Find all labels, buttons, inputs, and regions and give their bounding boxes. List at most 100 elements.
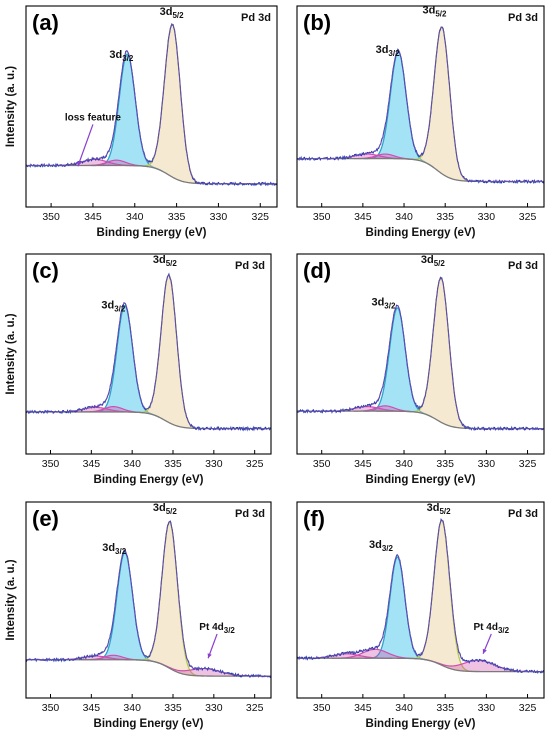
peak-label-3d52-base: 3d	[421, 254, 434, 266]
x-axis-title: Binding Energy (eV)	[366, 718, 476, 730]
x-tick-label: 325	[519, 211, 537, 223]
panel-a: 350 345 340 335 330 325 Binding Energy (eV) Int…	[5, 5, 278, 239]
peak-3d52-fill	[406, 27, 477, 182]
peak-label-3d52-base: 3d	[160, 6, 173, 18]
axes-frame	[25, 5, 278, 208]
background-line	[26, 411, 271, 430]
peak-3d32-fill	[89, 552, 160, 664]
x-tick-label: 325	[246, 458, 264, 470]
x-tick-label: 350	[42, 211, 60, 223]
x-tick-label: 335	[436, 702, 454, 714]
peak-3d32-fill	[362, 307, 433, 418]
peak-3d32-component	[362, 307, 433, 418]
x-tick-label: 340	[395, 211, 413, 223]
peak-label-3d52-subscript: 5/2	[435, 9, 447, 18]
peak-label-3d32-subscript: 3/2	[122, 54, 134, 63]
x-tick-label: 335	[436, 458, 454, 470]
x-tick-label: 325	[519, 702, 537, 714]
panel-label: (f)	[303, 506, 325, 531]
satellite-fill	[420, 659, 536, 672]
peak-label-3d52-subscript: 5/2	[166, 259, 178, 268]
x-tick-label: 335	[168, 211, 186, 223]
x-tick-label: 330	[210, 211, 228, 223]
peak-label-3d32: 3d3/2	[369, 539, 394, 553]
plot-area	[26, 520, 271, 679]
x-axis-title: Binding Energy (eV)	[97, 227, 207, 239]
x-tick-label: 325	[252, 211, 270, 223]
peak-3d32-component	[91, 53, 163, 172]
fit-envelope	[297, 519, 544, 673]
axes-frame	[296, 501, 545, 699]
axes-frame	[25, 253, 272, 455]
peak-label-3d32: 3d3/2	[376, 44, 401, 58]
x-tick-label: 345	[354, 458, 372, 470]
peak-label-3d32: 3d3/2	[101, 300, 126, 314]
x-tick-label: 330	[205, 458, 223, 470]
plot-area	[297, 518, 544, 674]
annotation-arrowhead	[207, 653, 212, 659]
region-title: Pd 3d	[508, 12, 538, 24]
peak-label-3d32-base: 3d	[101, 300, 114, 312]
x-tick-label: 330	[478, 458, 496, 470]
peak-label-3d32-base: 3d	[109, 49, 122, 61]
peak-label-3d52: 3d5/2	[160, 6, 185, 20]
fit-envelope	[297, 26, 544, 182]
peak-label-3d32-subscript: 3/2	[382, 544, 394, 553]
peak-label-3d32-base: 3d	[376, 44, 389, 56]
peak-label-3d52-subscript: 5/2	[172, 11, 184, 20]
peak-label-3d52-subscript: 5/2	[439, 507, 451, 516]
peak-label-3d52-base: 3d	[427, 502, 440, 514]
x-tick-label: 345	[83, 702, 101, 714]
fit-envelope	[26, 23, 277, 185]
x-tick-label: 350	[42, 458, 60, 470]
peak-3d32-fill	[89, 305, 160, 418]
peak-3d32-component	[89, 551, 160, 664]
plot-area	[297, 26, 544, 185]
panel-label: (c)	[32, 258, 59, 283]
raw-spectrum	[26, 272, 271, 432]
x-axis-title: Binding Energy (eV)	[366, 474, 476, 486]
x-tick-label: 340	[123, 702, 141, 714]
peak-3d52-fill	[406, 520, 477, 672]
annotation-label: loss feature	[65, 112, 122, 123]
x-tick-label: 345	[354, 211, 372, 223]
peak-label-3d32-subscript: 3/2	[115, 547, 127, 556]
peak-label-3d32-subscript: 3/2	[388, 49, 400, 58]
region-title: Pd 3d	[241, 12, 271, 24]
x-tick-label: 350	[313, 458, 331, 470]
x-tick-label: 325	[519, 458, 537, 470]
annotation-label-subscript: 3/2	[224, 626, 236, 635]
x-tick-label: 330	[478, 702, 496, 714]
peak-3d52-component	[134, 521, 205, 677]
axes-frame	[296, 253, 545, 455]
peak-3d52-fill	[134, 522, 205, 676]
peak-label-3d32-base: 3d	[371, 297, 384, 309]
x-tick-label: 325	[246, 702, 264, 714]
x-tick-label: 340	[123, 458, 141, 470]
peak-3d52-fill	[134, 275, 204, 429]
x-tick-label: 350	[42, 702, 60, 714]
x-tick-label: 345	[354, 702, 372, 714]
x-axis-title: Binding Energy (eV)	[94, 718, 204, 730]
peak-label-3d32-subscript: 3/2	[384, 302, 396, 311]
annotation-label-base: loss feature	[65, 112, 122, 123]
background-line	[297, 410, 544, 430]
peak-label-3d32-subscript: 3/2	[114, 305, 126, 314]
peak-3d32-component	[364, 556, 431, 662]
peak-3d52-fill	[136, 24, 208, 184]
peak-label-3d52-subscript: 5/2	[434, 259, 446, 268]
panel-e: 350 345 340 335 330 325 Binding Energy (eV) Int…	[5, 501, 272, 730]
axes-frame	[25, 501, 272, 699]
panel-label: (e)	[32, 506, 59, 531]
x-tick-label: 335	[164, 702, 182, 714]
background-line	[26, 164, 277, 185]
background-line	[297, 657, 544, 673]
annotation-label: Pt 4d3/2	[474, 622, 510, 635]
panel-b: 350 345 340 335 330 325 Binding Energy (eV) (b)…	[296, 4, 545, 239]
background-line	[26, 659, 271, 677]
y-axis-title: Intensity (a. u.)	[5, 559, 17, 640]
peak-label-3d32: 3d3/2	[371, 297, 396, 311]
region-title: Pd 3d	[508, 260, 538, 272]
peak-3d32-fill	[364, 557, 431, 661]
